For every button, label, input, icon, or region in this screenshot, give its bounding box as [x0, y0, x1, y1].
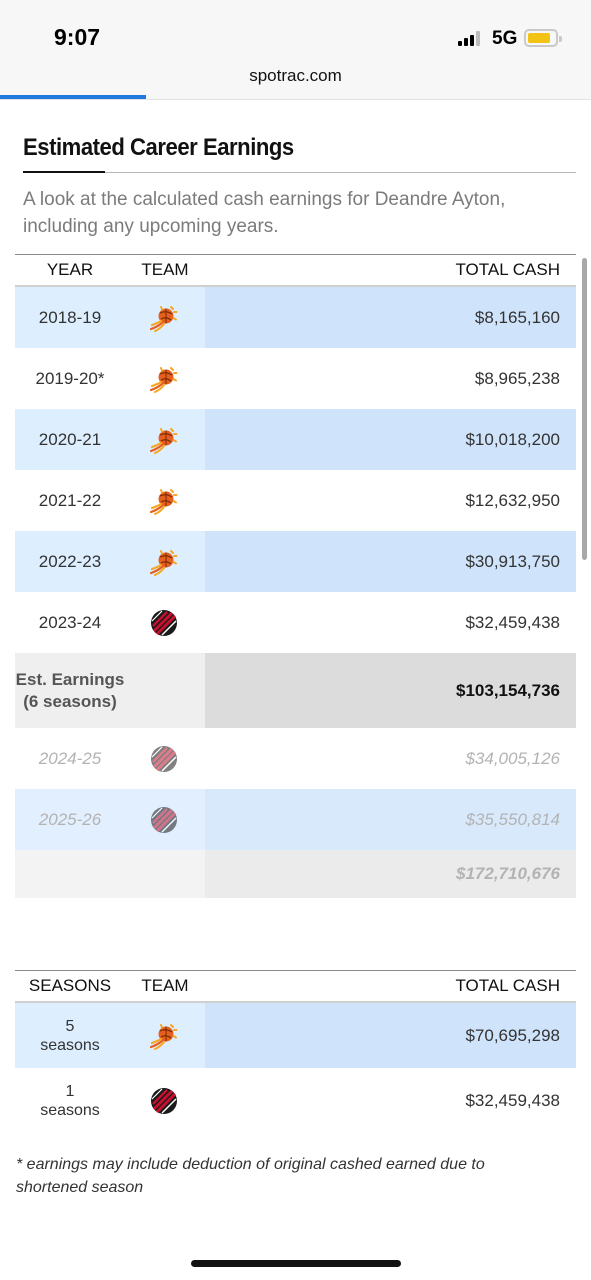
seasons-unit: seasons	[40, 1101, 100, 1119]
table-row: 5 seasons $70,695,298	[15, 1003, 576, 1068]
estimated-earnings-label: Est. Earnings (6 seasons)	[15, 669, 125, 713]
header-team[interactable]: TEAM	[141, 976, 189, 995]
section-title: Estimated Career Earnings	[23, 134, 294, 161]
row-total-cash: $35,550,814	[465, 809, 560, 829]
row-year: 2024-25	[38, 748, 102, 768]
table-row: 2019-20* $8,965,238	[15, 348, 576, 409]
portland-trail-blazers-logo-icon[interactable]	[150, 608, 178, 637]
table-header: YEAR TEAM TOTAL CASH	[15, 254, 576, 287]
status-time: 9:07	[54, 24, 101, 50]
phoenix-suns-logo-icon[interactable]	[150, 426, 178, 454]
row-year: 2021-22	[38, 490, 102, 510]
estimated-label-line1: Est. Earnings	[15, 669, 125, 689]
header-year[interactable]: YEAR	[46, 260, 94, 279]
footnote: * earnings may include deduction of orig…	[16, 1156, 485, 1196]
header-total-cash[interactable]: TOTAL CASH	[455, 260, 560, 279]
seasons-unit: seasons	[40, 1036, 100, 1054]
network-type: 5G	[492, 28, 518, 49]
portland-trail-blazers-logo-icon[interactable]	[150, 744, 178, 773]
section-description: A look at the calculated cash earnings f…	[23, 189, 506, 237]
table-row: 1 seasons $32,459,438	[15, 1068, 576, 1133]
table-row: 2022-23 $30,913,750	[15, 531, 576, 592]
header-total-cash[interactable]: TOTAL CASH	[455, 976, 560, 995]
table-header: SEASONS TEAM TOTAL CASH	[15, 970, 576, 1003]
phoenix-suns-logo-icon[interactable]	[150, 1022, 178, 1050]
seasons-number: 1	[65, 1082, 75, 1100]
row-total-cash: $10,018,200	[465, 429, 560, 449]
row-year: 2020-21	[38, 429, 102, 449]
row-year: 2018-19	[38, 307, 102, 327]
battery-icon	[524, 29, 562, 47]
seasons-count: 1 seasons	[15, 1082, 125, 1120]
url-text[interactable]: spotrac.com	[249, 66, 342, 85]
header-team[interactable]: TEAM	[141, 260, 189, 279]
row-total-cash: $32,459,438	[465, 1090, 560, 1110]
projected-total-row: $172,710,676	[15, 850, 576, 898]
table-row: 2021-22 $12,632,950	[15, 470, 576, 531]
row-total-cash: $70,695,298	[465, 1025, 560, 1045]
scrollbar[interactable]	[582, 258, 587, 560]
page-load-progress	[0, 95, 146, 99]
table-row: 2018-19 $8,165,160	[15, 287, 576, 348]
future-row: 2024-25 $34,005,126	[15, 728, 576, 789]
row-year: 2022-23	[38, 551, 102, 571]
row-total-cash: $34,005,126	[465, 748, 560, 768]
projected-total-cash: $172,710,676	[456, 864, 560, 883]
phoenix-suns-logo-icon[interactable]	[150, 365, 178, 393]
address-bar[interactable]: spotrac.com	[0, 62, 591, 100]
row-total-cash: $12,632,950	[465, 490, 560, 510]
row-total-cash: $8,965,238	[474, 368, 560, 388]
phoenix-suns-logo-icon[interactable]	[150, 304, 178, 332]
portland-trail-blazers-logo-icon[interactable]	[150, 1086, 178, 1115]
team-summary-table: SEASONS TEAM TOTAL CASH 5 seasons $70,69…	[15, 970, 576, 1133]
cellular-signal-icon	[458, 31, 484, 46]
phoenix-suns-logo-icon[interactable]	[150, 487, 178, 515]
estimated-total-cash: $103,154,736	[456, 680, 560, 700]
row-year: 2019-20*	[35, 368, 105, 388]
row-total-cash: $8,165,160	[474, 307, 560, 327]
phoenix-suns-logo-icon[interactable]	[150, 548, 178, 576]
estimated-earnings-row: Est. Earnings (6 seasons) $103,154,736	[15, 653, 576, 728]
row-total-cash: $32,459,438	[465, 612, 560, 632]
header-seasons[interactable]: SEASONS	[28, 976, 112, 995]
career-earnings-table: YEAR TEAM TOTAL CASH 2018-19 $8,165,160 …	[15, 254, 576, 898]
seasons-number: 5	[65, 1017, 75, 1035]
table-row: 2023-24 $32,459,438	[15, 592, 576, 653]
row-year: 2023-24	[38, 612, 102, 632]
future-row: 2025-26 $35,550,814	[15, 789, 576, 850]
row-year: 2025-26	[38, 809, 102, 829]
portland-trail-blazers-logo-icon[interactable]	[150, 805, 178, 834]
seasons-count: 5 seasons	[15, 1017, 125, 1055]
status-bar: 9:07 5G	[0, 0, 591, 62]
title-divider	[23, 171, 576, 173]
table-row: 2020-21 $10,018,200	[15, 409, 576, 470]
estimated-label-line2: (6 seasons)	[23, 691, 117, 711]
home-indicator[interactable]	[191, 1260, 401, 1267]
row-total-cash: $30,913,750	[465, 551, 560, 571]
